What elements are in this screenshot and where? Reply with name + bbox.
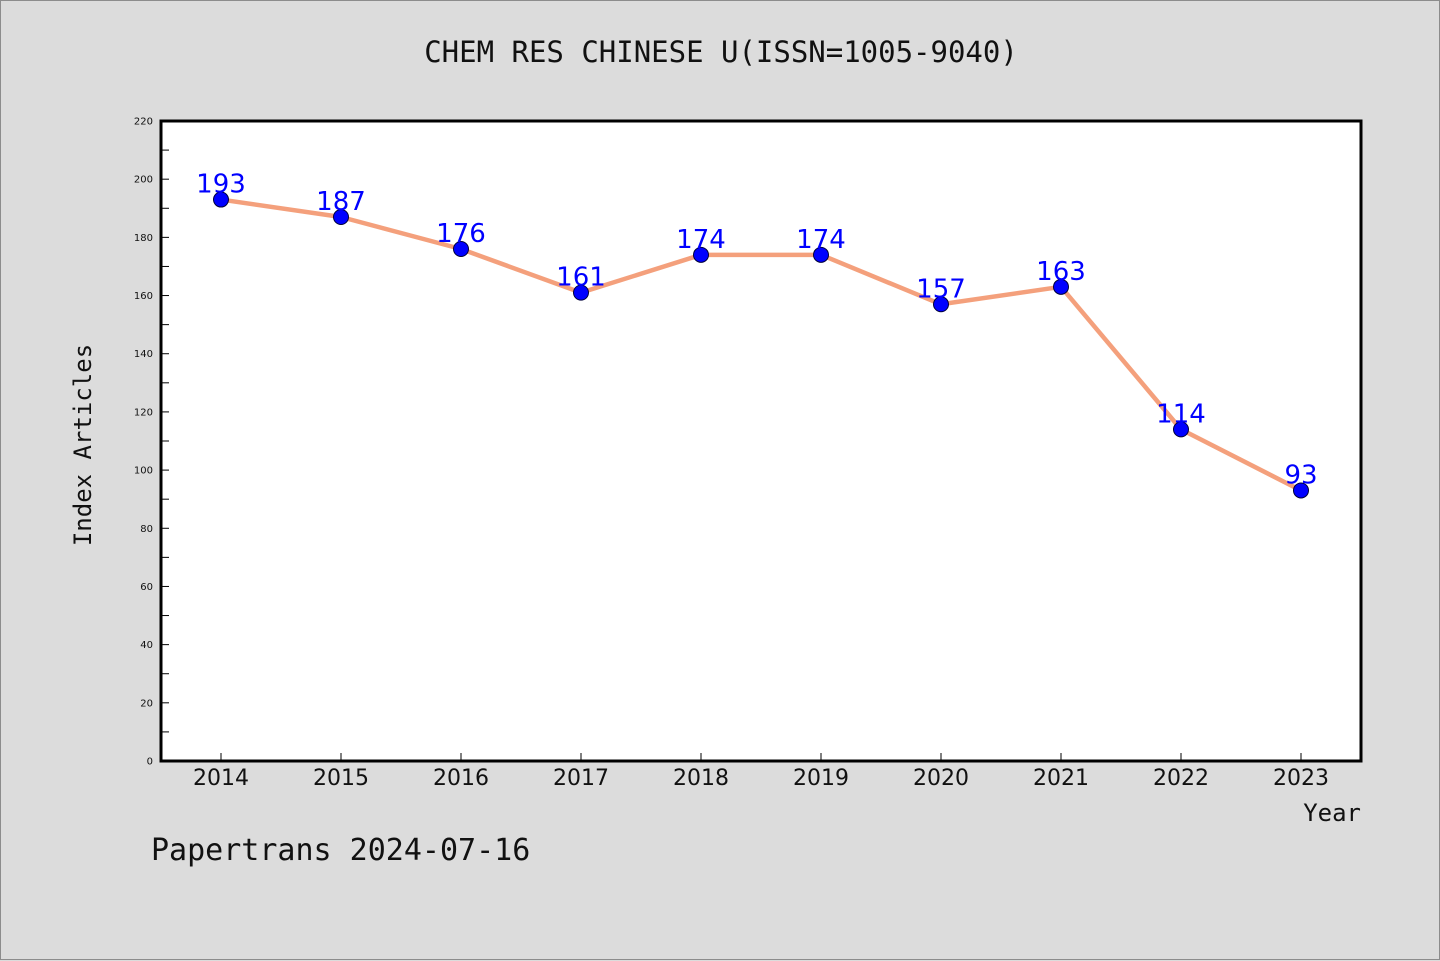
x-tick-label: 2017	[553, 766, 609, 791]
y-tick-label: 40	[140, 640, 153, 651]
y-tick-label: 140	[134, 349, 153, 360]
data-point	[573, 284, 589, 301]
series-line	[218, 197, 1304, 493]
y-tick-label: 160	[134, 291, 153, 302]
data-point	[693, 246, 709, 263]
x-tick-label: 2020	[913, 766, 969, 791]
x-tick-label: 2016	[433, 766, 489, 791]
x-tick-label: 2018	[673, 766, 729, 791]
plot-area	[161, 121, 1361, 761]
x-tick-label: 2023	[1273, 766, 1329, 791]
data-label: 114	[1156, 399, 1206, 429]
x-tick-label: 2019	[793, 766, 849, 791]
y-tick-label: 180	[134, 233, 153, 244]
data-label: 176	[436, 219, 486, 249]
data-point	[333, 209, 349, 225]
plot-frame	[159, 119, 1363, 763]
y-tick-label: 100	[134, 466, 153, 477]
y-tick-label: 200	[134, 175, 153, 186]
data-label: 174	[676, 225, 726, 255]
data-label: 174	[796, 225, 846, 255]
data-point	[453, 241, 469, 257]
y-tick-label: 220	[134, 117, 153, 128]
y-tick-label: 120	[134, 407, 153, 418]
data-point	[213, 191, 229, 208]
data-label: 193	[196, 170, 246, 200]
y-tick-label: 60	[140, 582, 153, 593]
y-tick-label: 80	[140, 524, 153, 535]
data-point	[1053, 278, 1069, 295]
footer-note: Papertrans 2024-07-16	[151, 833, 531, 868]
data-label: 157	[916, 274, 966, 304]
data-point	[1293, 482, 1309, 499]
y-axis-label: Index Articles	[69, 344, 97, 546]
data-label: 187	[316, 187, 366, 217]
data-label: 163	[1036, 257, 1086, 287]
x-tick-label: 2022	[1153, 766, 1209, 791]
data-label: 93	[1284, 460, 1317, 490]
y-tick-label: 20	[140, 698, 153, 709]
data-label: 161	[556, 263, 606, 293]
data-point	[813, 246, 829, 263]
chart-title: CHEM RES CHINESE U(ISSN=1005-9040)	[424, 35, 1018, 69]
y-tick-label: 0	[147, 757, 153, 768]
x-tick-label: 2015	[313, 766, 369, 791]
x-tick-label: 2014	[193, 766, 249, 791]
x-tick-label: 2021	[1033, 766, 1089, 791]
x-axis-label: Year	[1303, 799, 1361, 827]
data-point	[1173, 421, 1189, 438]
data-point	[933, 296, 949, 313]
